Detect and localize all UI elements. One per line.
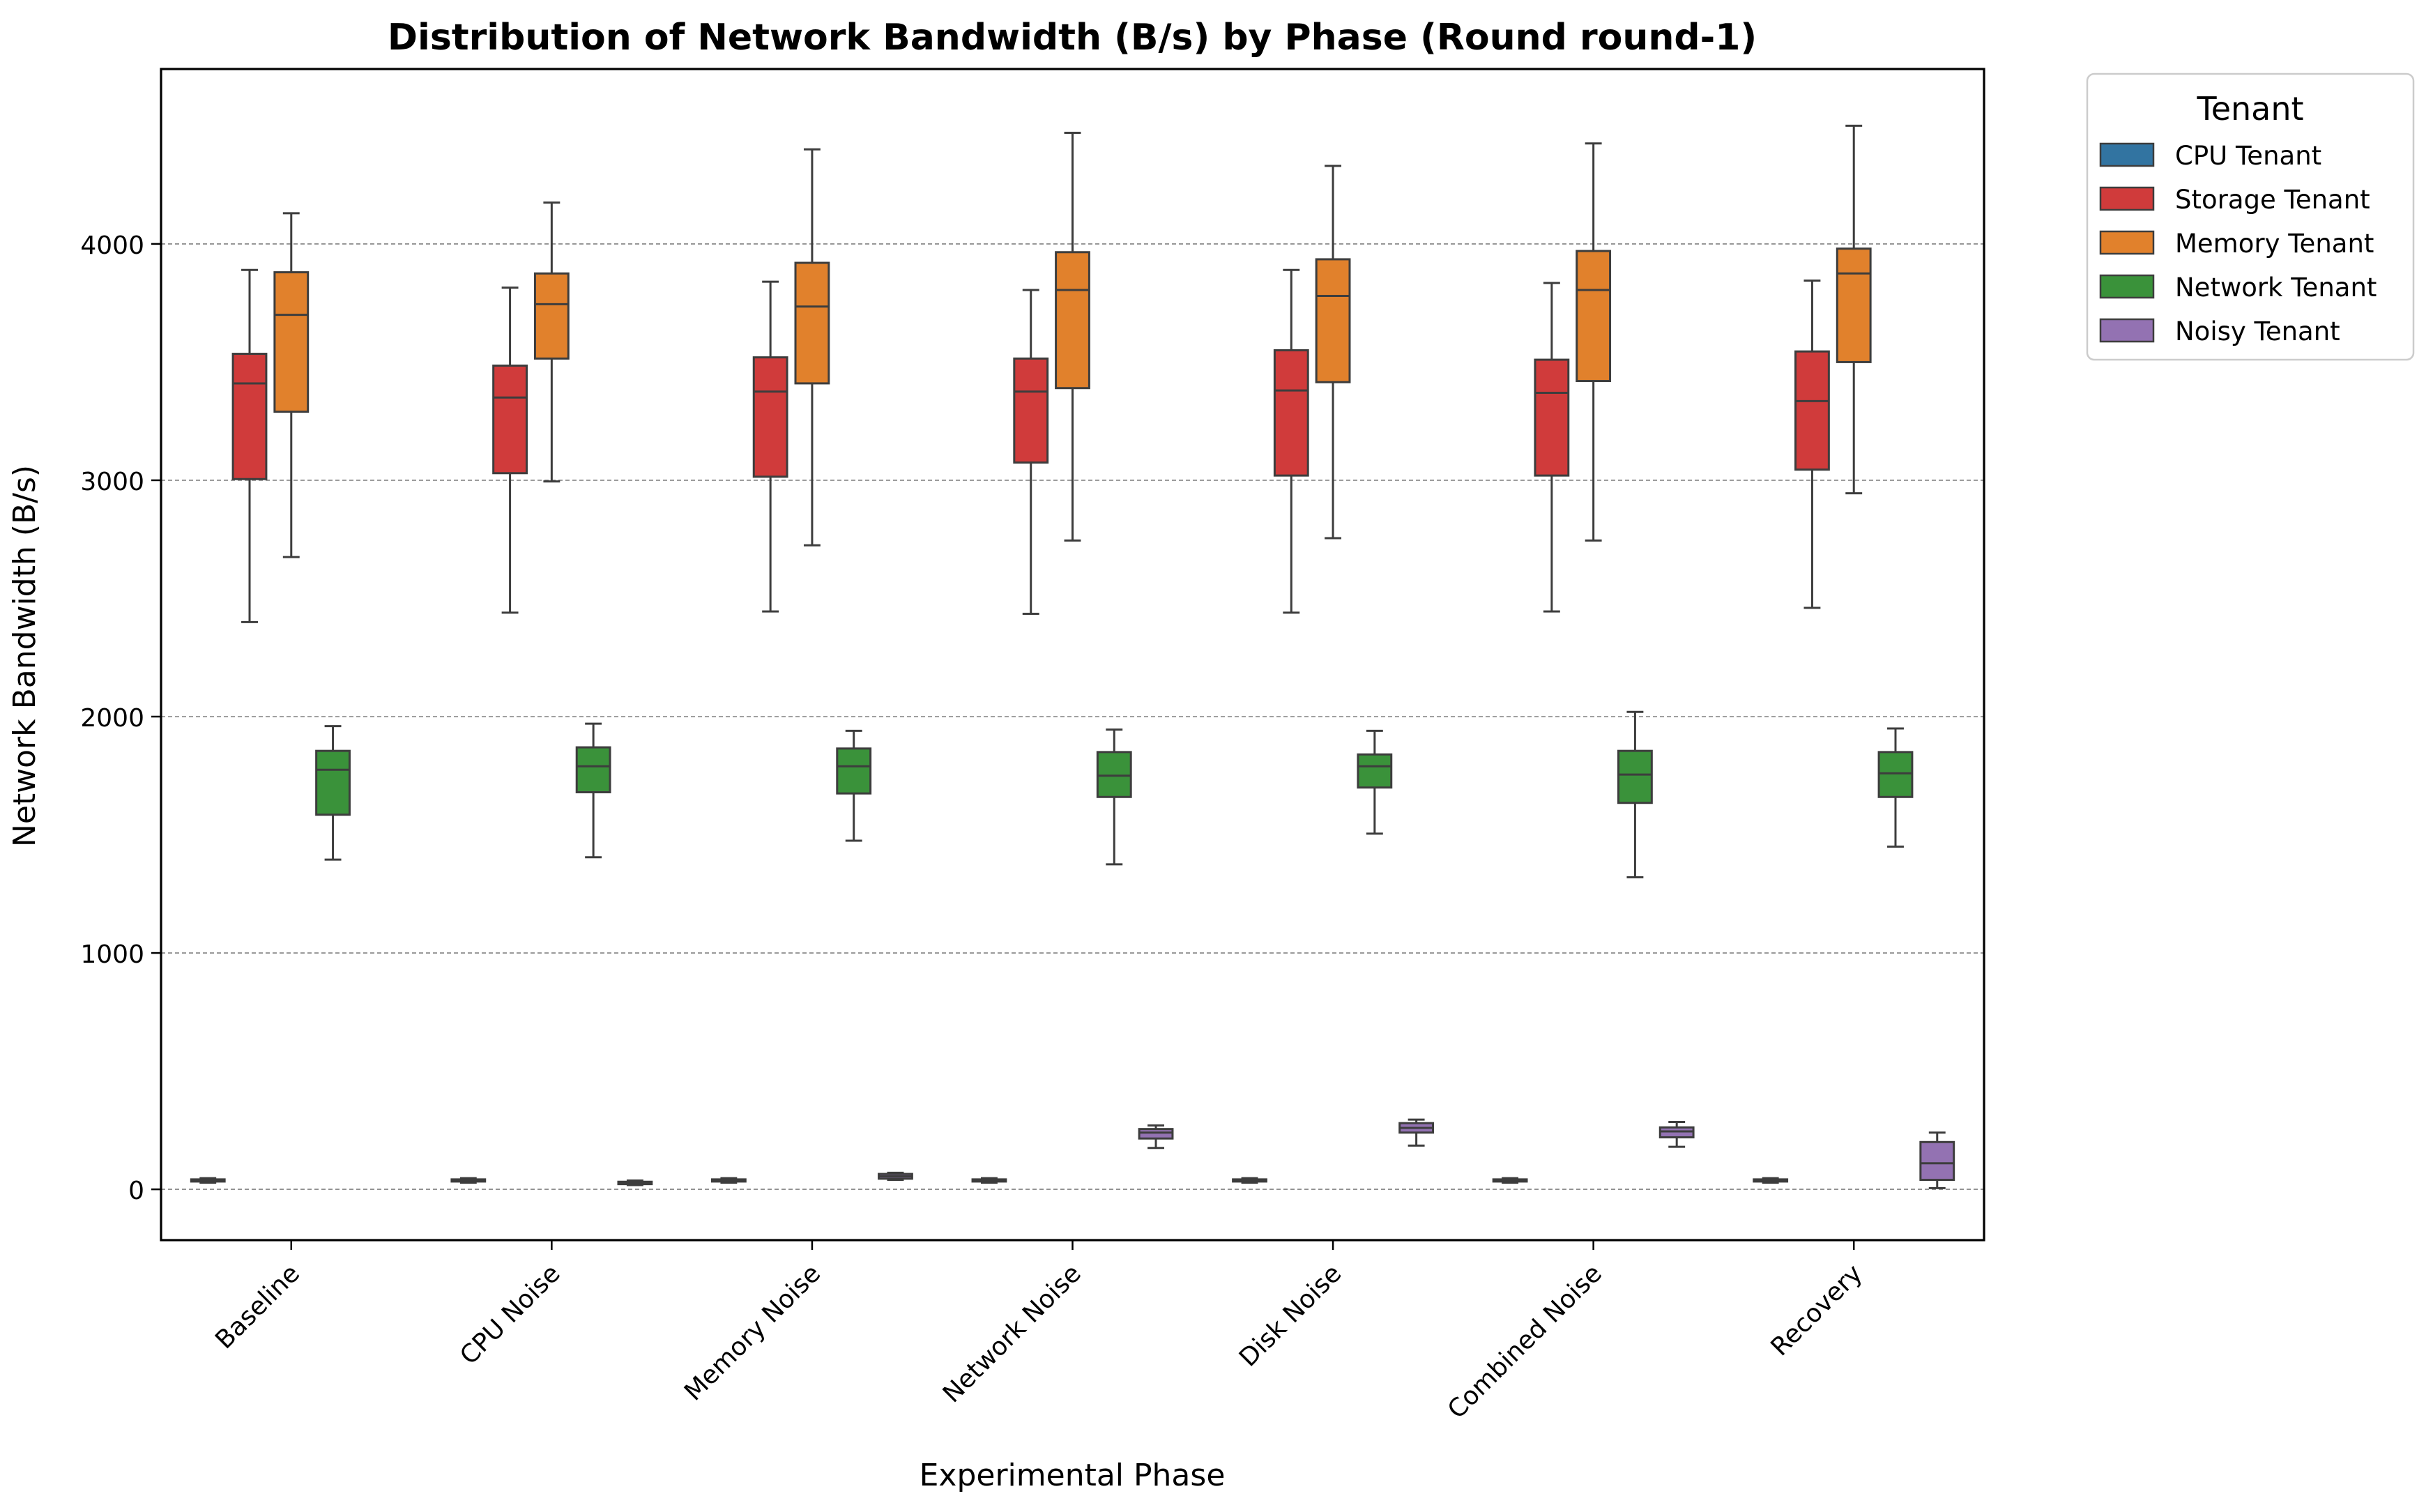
box-iqr (1013, 357, 1049, 464)
box-memory-tenant-disk-noise (1315, 165, 1351, 540)
x-tick-label-combined-noise: Combined Noise (1442, 1259, 1608, 1424)
box-memory-tenant-cpu-noise (533, 201, 570, 483)
legend-label-noisy-tenant: Noisy Tenant (2175, 316, 2340, 346)
box-memory-tenant-recovery (1836, 124, 1872, 495)
x-tick-label-network-noise: Network Noise (938, 1259, 1087, 1408)
y-axis: 0 1000 2000 3000 4000 (80, 231, 161, 1205)
box-iqr (1617, 749, 1653, 804)
box-storage-tenant-disk-noise (1273, 268, 1309, 614)
box-noisy-tenant-recovery (1919, 1131, 1955, 1189)
legend-title: Tenant (2196, 90, 2303, 128)
box-iqr (752, 356, 788, 478)
box-iqr (1919, 1140, 1955, 1182)
box-cpu-tenant-combined-noise (1492, 1177, 1528, 1184)
box-iqr (794, 261, 830, 385)
box-iqr (1794, 350, 1830, 471)
plot-area-frame (160, 68, 1985, 1242)
box-network-tenant-network-noise (1096, 728, 1132, 866)
box-storage-tenant-network-noise (1013, 289, 1049, 616)
box-noisy-tenant-cpu-noise (617, 1179, 653, 1186)
box-iqr (1055, 251, 1090, 390)
box-iqr (1273, 349, 1309, 477)
legend-label-memory-tenant: Memory Tenant (2175, 229, 2374, 259)
box-cpu-tenant-baseline (190, 1177, 226, 1184)
box-iqr (1576, 250, 1612, 383)
box-iqr (1534, 358, 1570, 477)
grid-lines (161, 243, 1984, 1190)
x-tick-label-disk-noise: Disk Noise (1234, 1259, 1347, 1372)
box-memory-tenant-network-noise (1055, 132, 1090, 542)
y-tick-label: 1000 (80, 940, 144, 969)
legend-label-cpu-tenant: CPU Tenant (2175, 141, 2321, 171)
box-network-tenant-disk-noise (1357, 729, 1393, 835)
legend-swatch-network-tenant (2099, 274, 2155, 299)
legend-swatch-noisy-tenant (2099, 318, 2155, 343)
x-axis: Baseline CPU Noise Memory Noise Network Noi… (210, 1240, 1868, 1424)
legend: Tenant CPU Tenant Storage Tenant Memory Te… (2086, 72, 2415, 361)
x-tick-label-baseline: Baseline (210, 1259, 305, 1354)
box-iqr (1138, 1128, 1174, 1140)
box-plot-series (190, 124, 1955, 1189)
legend-label-storage-tenant: Storage Tenant (2175, 185, 2370, 215)
box-noisy-tenant-combined-noise (1658, 1120, 1695, 1148)
legend-swatch-cpu-tenant (2099, 142, 2155, 167)
box-iqr (492, 365, 528, 475)
legend-swatch-memory-tenant (2099, 230, 2155, 255)
x-tick-label-memory-noise: Memory Noise (679, 1259, 826, 1406)
y-tick-label: 3000 (80, 468, 144, 496)
box-iqr (315, 749, 351, 816)
box-memory-tenant-combined-noise (1576, 142, 1612, 542)
box-iqr (1315, 258, 1351, 383)
box-storage-tenant-baseline (231, 268, 268, 623)
box-iqr (575, 746, 611, 793)
box-cpu-tenant-memory-noise (710, 1177, 747, 1184)
box-cpu-tenant-cpu-noise (450, 1177, 487, 1184)
box-iqr (1836, 247, 1872, 363)
box-memory-tenant-baseline (273, 212, 310, 558)
box-memory-tenant-memory-noise (794, 148, 830, 547)
box-network-tenant-cpu-noise (575, 722, 611, 859)
box-network-tenant-combined-noise (1617, 710, 1653, 879)
box-cpu-tenant-network-noise (971, 1177, 1007, 1184)
chart-title: Distribution of Network Bandwidth (B/s) … (388, 17, 1757, 59)
x-tick-label-recovery: Recovery (1766, 1259, 1868, 1361)
box-iqr (1096, 751, 1132, 798)
box-network-tenant-recovery (1877, 727, 1914, 848)
box-noisy-tenant-disk-noise (1398, 1118, 1435, 1147)
box-iqr (1357, 753, 1393, 789)
box-network-tenant-memory-noise (836, 729, 872, 842)
box-storage-tenant-cpu-noise (492, 287, 528, 614)
box-noisy-tenant-network-noise (1138, 1124, 1174, 1150)
x-axis-label: Experimental Phase (920, 1458, 1226, 1493)
box-cpu-tenant-disk-noise (1232, 1177, 1267, 1184)
box-iqr (273, 271, 310, 413)
box-iqr (1877, 751, 1914, 798)
box-cpu-tenant-recovery (1753, 1177, 1789, 1184)
legend-swatch-storage-tenant (2099, 186, 2155, 211)
box-storage-tenant-memory-noise (752, 280, 788, 613)
y-axis-label: Network Bandwidth (B/s) (7, 465, 43, 847)
y-tick-label: 0 (128, 1177, 144, 1205)
y-tick-label: 2000 (80, 704, 144, 733)
box-storage-tenant-combined-noise (1534, 282, 1570, 613)
box-network-tenant-baseline (315, 725, 351, 861)
box-noisy-tenant-memory-noise (878, 1171, 913, 1182)
y-tick-label: 4000 (80, 231, 144, 260)
box-iqr (533, 272, 570, 360)
legend-label-network-tenant: Network Tenant (2175, 273, 2377, 303)
box-storage-tenant-recovery (1794, 279, 1830, 609)
legend-frame (2086, 72, 2415, 361)
box-iqr (231, 353, 268, 480)
box-iqr (836, 747, 872, 795)
x-tick-label-cpu-noise: CPU Noise (455, 1259, 565, 1370)
